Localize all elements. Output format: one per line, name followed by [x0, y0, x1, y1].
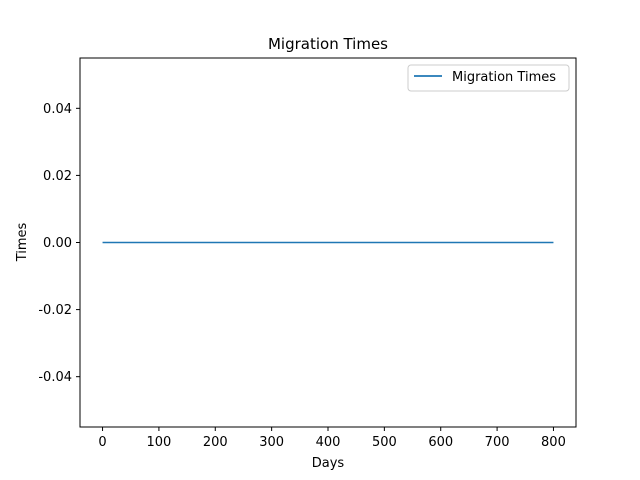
legend: Migration Times — [407, 64, 570, 92]
legend-box — [407, 64, 570, 92]
x-tick-label: 800 — [541, 435, 566, 450]
x-tick-label: 700 — [485, 435, 510, 450]
x-tick-label: 400 — [316, 435, 341, 450]
axes: 0 100 200 300 400 500 600 700 800 -0.04 -0.02 0.00 0… — [38, 57, 577, 450]
y-axis-label: Times — [15, 222, 30, 262]
y-tick-label: 0.02 — [43, 169, 72, 184]
chart-title: Migration Times — [268, 35, 388, 53]
x-tick-label: 0 — [98, 435, 106, 450]
y-tick-label: 0.04 — [43, 102, 72, 117]
y-tick-label: -0.04 — [38, 370, 72, 385]
x-tick-label: 100 — [146, 435, 171, 450]
y-tick-label: -0.02 — [38, 303, 72, 318]
x-axis-label: Days — [312, 456, 345, 471]
x-tick-label: 500 — [372, 435, 397, 450]
y-tick-label: 0.00 — [43, 236, 72, 251]
x-tick-label: 300 — [259, 435, 284, 450]
x-tick-label: 600 — [428, 435, 453, 450]
x-tick-label: 200 — [203, 435, 228, 450]
legend-entry-migration-times: Migration Times — [452, 70, 556, 85]
